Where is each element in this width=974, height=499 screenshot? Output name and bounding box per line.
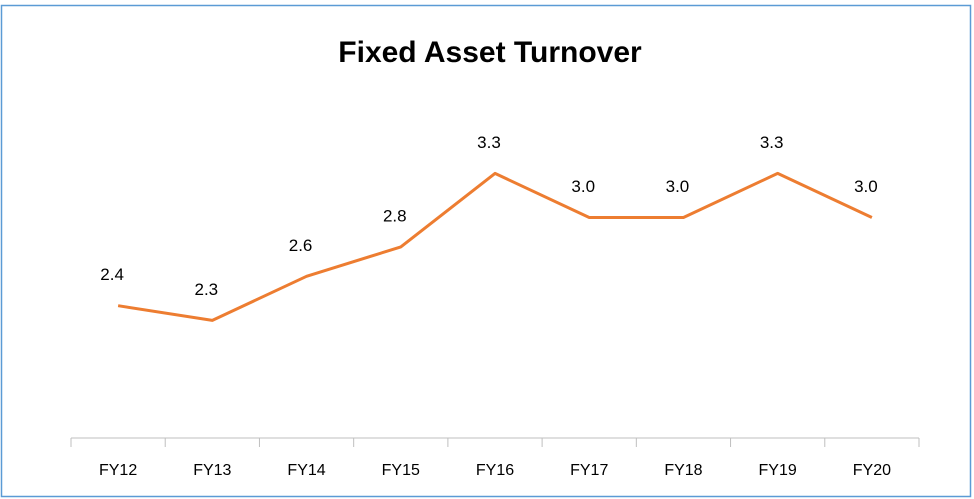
x-tick-label: FY19: [759, 462, 797, 479]
data-label: 2.6: [289, 236, 313, 255]
x-tick-label: FY15: [382, 462, 420, 479]
data-label: 3.0: [571, 177, 595, 196]
data-label: 3.0: [666, 177, 690, 196]
chart-title: Fixed Asset Turnover: [338, 36, 642, 69]
chart-border: [0, 4, 972, 498]
data-label: 2.4: [100, 265, 124, 284]
data-label: 3.0: [854, 177, 878, 196]
data-label: 3.3: [760, 133, 784, 152]
x-tick-label: FY18: [664, 462, 702, 479]
data-label: 2.3: [195, 280, 219, 299]
data-label: 2.8: [383, 206, 407, 225]
data-line: [117, 171, 873, 322]
x-tick-label: FY20: [853, 462, 891, 479]
data-label: 3.3: [477, 133, 501, 152]
x-tick-label: FY13: [193, 462, 231, 479]
x-tick-label: FY17: [570, 462, 608, 479]
x-tick-label: FY14: [287, 462, 325, 479]
x-tick-label: FY12: [99, 462, 137, 479]
x-tick-label: FY16: [476, 462, 514, 479]
